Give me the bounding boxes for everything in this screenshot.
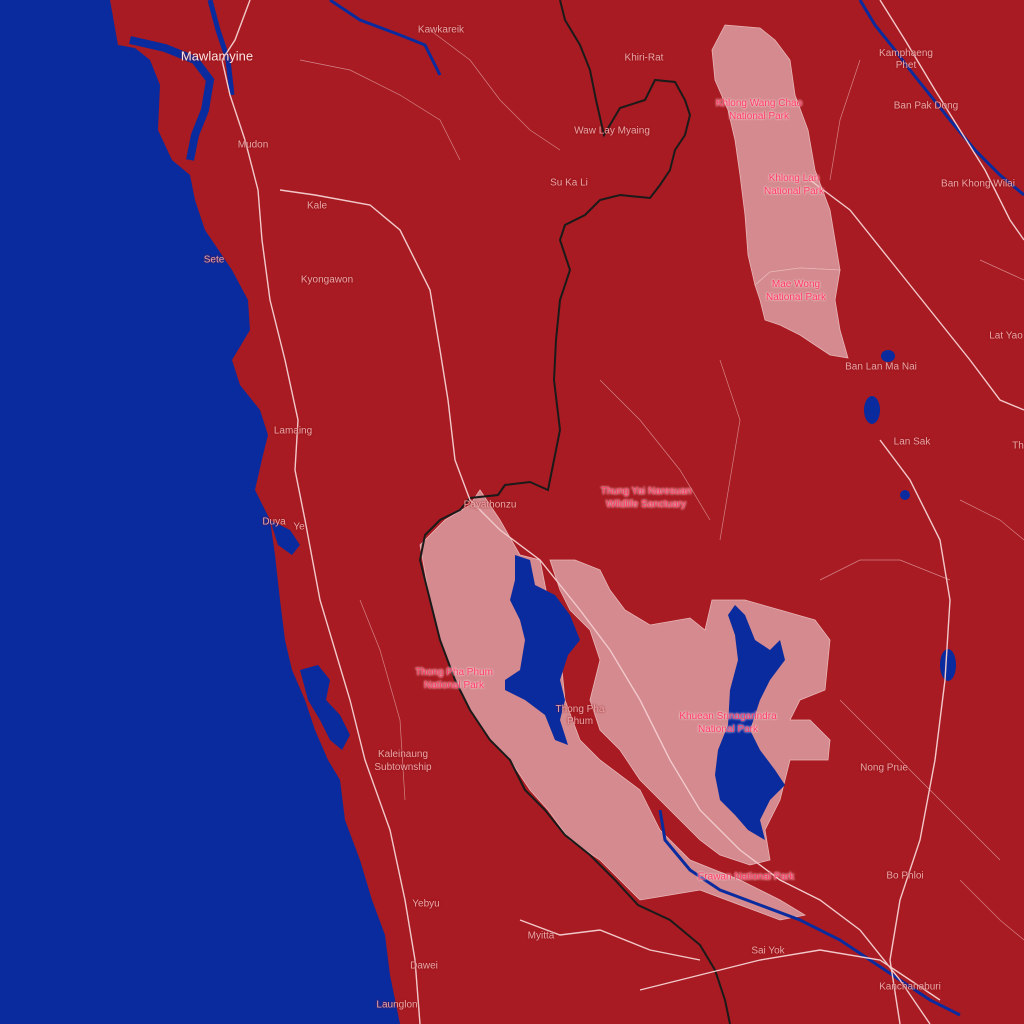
lake (940, 649, 956, 681)
minor-roads (299, 29, 1024, 941)
lake (881, 350, 895, 362)
river-tributary (329, 0, 442, 76)
reservoir-srinagarind (715, 605, 785, 840)
country-border (418, 0, 731, 1024)
river-salween (129, 36, 215, 161)
park-area-mae-wong (754, 267, 849, 359)
river-north (858, 0, 1024, 197)
river-khwae-noi (658, 809, 961, 1017)
inlet (270, 520, 300, 555)
reservoir-vajiralongkorn (505, 555, 580, 745)
lake (864, 396, 880, 424)
inlet (300, 665, 350, 750)
river-salween-upper (207, 0, 235, 96)
sea (0, 0, 400, 1024)
lake (900, 490, 910, 500)
roads (221, 0, 1024, 1024)
